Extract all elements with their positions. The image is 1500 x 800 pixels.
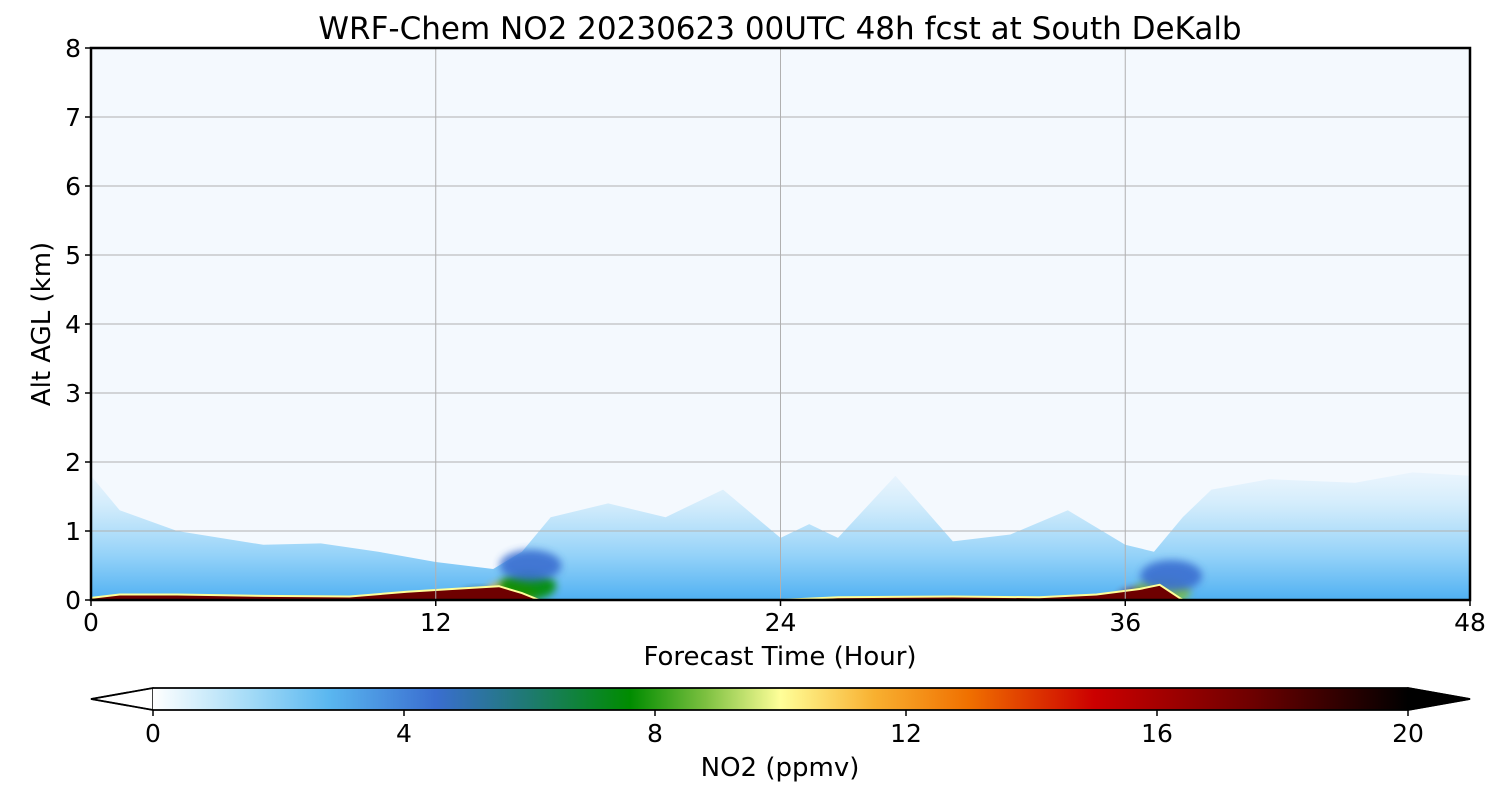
colorbar-extend-high [1407, 687, 1471, 711]
colorbar-tick-label-4: 16 [1141, 719, 1173, 748]
y-tick-label-2: 2 [65, 448, 81, 477]
colorbar-extend-low [90, 687, 154, 711]
y-tick-label-8: 8 [65, 34, 81, 63]
colorbar-tick-label-3: 12 [890, 719, 922, 748]
colorbar-label: NO2 (ppmv) [701, 753, 860, 783]
x-axis-ticks: 0 12 24 36 48 [83, 600, 1486, 637]
y-tick-label-5: 5 [65, 241, 81, 270]
colorbar-tick-label-2: 8 [647, 719, 663, 748]
y-tick-label-6: 6 [65, 172, 81, 201]
x-tick-label-3: 36 [1109, 608, 1141, 637]
colorbar-tick-label-0: 0 [145, 719, 161, 748]
y-tick-label-3: 3 [65, 379, 81, 408]
y-tick-label-4: 4 [65, 310, 81, 339]
x-tick-label-0: 0 [83, 608, 99, 637]
grid-lines [91, 48, 1470, 600]
x-axis-label: Forecast Time (Hour) [643, 642, 916, 672]
chart-title: WRF-Chem NO2 20230623 00UTC 48h fcst at … [318, 11, 1241, 47]
no2-hotspot-3 [499, 549, 562, 582]
x-tick-label-2: 24 [765, 608, 797, 637]
colorbar: 0 4 8 12 16 20 NO2 (ppmv) [90, 687, 1471, 783]
colorbar-tick-label-5: 20 [1392, 719, 1424, 748]
y-tick-label-7: 7 [65, 103, 81, 132]
y-tick-label-1: 1 [65, 517, 81, 546]
x-tick-label-4: 48 [1454, 608, 1486, 637]
colorbar-body [153, 688, 1408, 710]
colorbar-ticks: 0 4 8 12 16 20 [145, 710, 1424, 748]
y-axis-label: Alt AGL (km) [27, 242, 57, 406]
colorbar-tick-label-1: 4 [396, 719, 412, 748]
no2-hotspot-6 [1140, 560, 1203, 592]
y-tick-label-0: 0 [65, 586, 81, 615]
x-tick-label-1: 12 [420, 608, 452, 637]
y-axis-ticks: 0 1 2 3 4 5 6 7 8 [65, 34, 91, 615]
